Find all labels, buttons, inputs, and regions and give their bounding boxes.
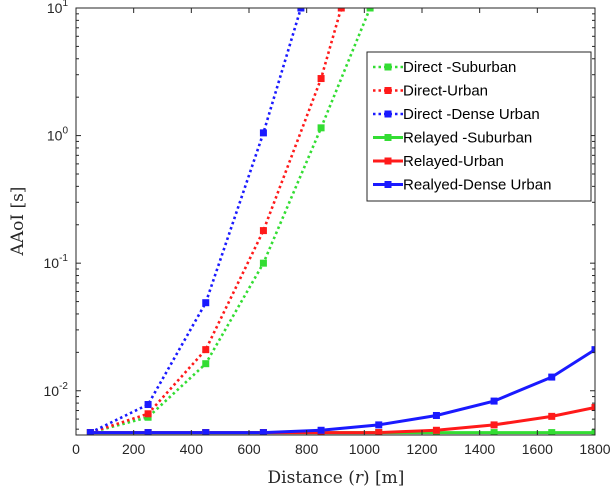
x-axis-label-start: Distance ( (268, 468, 355, 488)
x-tick-label: 800 (295, 441, 319, 457)
x-axis-label-end: ) [m] (363, 468, 404, 488)
x-tick-label: 1000 (349, 441, 380, 457)
x-tick-label: 0 (72, 441, 80, 457)
data-point (259, 129, 267, 137)
x-axis-label-variable: r (355, 468, 364, 488)
data-point (548, 373, 556, 381)
data-point (337, 8, 345, 12)
legend-marker (384, 134, 392, 141)
legend-label: Realyed-Dense Urban (403, 177, 551, 194)
data-point (591, 346, 595, 354)
y-axis-label: AAoI [s] (8, 187, 28, 257)
data-point (375, 421, 383, 429)
data-point (490, 421, 498, 429)
legend-label: Direct-Urban (403, 83, 488, 100)
data-point (202, 360, 210, 368)
data-point (144, 410, 152, 418)
x-tick-label: 1800 (579, 441, 610, 457)
data-point (259, 429, 267, 435)
data-point (144, 429, 152, 435)
x-axis-label: Distance (r) [m] (268, 468, 405, 488)
legend-label: Relayed-Urban (403, 153, 504, 170)
y-tick-label: 101 (47, 0, 69, 16)
plot-frame (75, 7, 596, 436)
legend-label: Direct -Dense Urban (403, 106, 540, 123)
data-point (432, 426, 440, 434)
x-tick-label: 600 (237, 441, 261, 457)
x-tick-label: 400 (180, 441, 204, 457)
data-point (317, 75, 325, 83)
data-point (490, 429, 498, 435)
data-point (490, 397, 498, 405)
series-line-direct-dense-urban (89, 8, 303, 434)
x-tick-label: 1400 (464, 441, 495, 457)
legend-box (366, 51, 592, 202)
data-point (202, 346, 210, 354)
data-point (591, 403, 595, 411)
series-line-direct-urban (90, 8, 343, 434)
x-axis: 0 200 400 600 800 1000 1200 1400 1600 1800 (72, 8, 611, 457)
data-point (548, 429, 556, 435)
legend-marker (384, 157, 392, 165)
data-point (297, 8, 305, 12)
legend-marker (384, 181, 392, 188)
data-point (548, 412, 556, 420)
series-line-realyed-dense-urban (90, 348, 595, 435)
legend-marker (384, 87, 392, 94)
data-point (86, 429, 94, 435)
legend-label: Relayed -Suburban (403, 130, 532, 147)
data-point (432, 411, 440, 419)
legend-label: Direct -Suburban (403, 59, 516, 76)
data-point (591, 429, 595, 435)
data-point (317, 124, 325, 132)
data-layer (86, 8, 595, 435)
y-axis: 10-2 10-1 100 101 (44, 0, 595, 430)
y-tick-label: 100 (47, 126, 69, 144)
data-point (144, 401, 152, 409)
data-point (259, 259, 267, 267)
data-point (366, 8, 374, 12)
data-point (317, 426, 325, 434)
x-tick-label: 1600 (522, 441, 553, 457)
x-tick-label: 1200 (406, 441, 437, 457)
y-tick-label: 10-2 (44, 381, 69, 399)
data-point (375, 429, 383, 435)
x-tick-label: 200 (122, 441, 146, 457)
data-point (259, 227, 267, 235)
legend-marker (384, 63, 392, 71)
y-tick-label: 10-1 (44, 253, 69, 271)
legend: Direct -Suburban Direct-Urban Direct -Dens… (366, 51, 592, 202)
data-point (202, 429, 210, 435)
legend-marker (384, 110, 392, 118)
series-line-direct-suburban (90, 8, 372, 434)
data-point (202, 299, 210, 307)
